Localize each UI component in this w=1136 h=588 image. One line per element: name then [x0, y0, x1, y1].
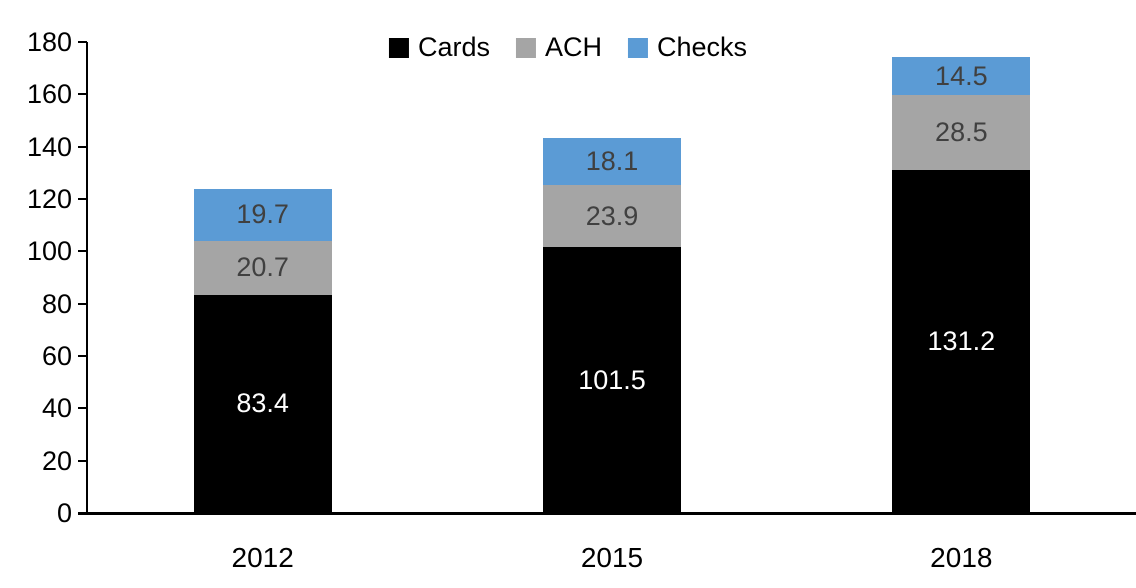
- data-label: 20.7: [236, 252, 289, 283]
- cards-swatch-icon: [388, 37, 409, 58]
- data-label: 101.5: [578, 364, 646, 395]
- y-tick-mark: [78, 407, 87, 410]
- y-tick-mark: [78, 302, 87, 305]
- y-tick-label: 60: [41, 341, 72, 371]
- y-tick-label: 140: [26, 131, 72, 162]
- x-axis-label-2015: 2015: [580, 542, 644, 573]
- y-tick-mark: [78, 459, 87, 462]
- bar-segment-checks-2018: 14.5: [892, 57, 1031, 96]
- legend-item-cards: Cards: [388, 32, 490, 62]
- bar-segment-checks-2012: 19.7: [193, 189, 332, 241]
- bar-segment-ach-2015: 23.9: [543, 184, 681, 248]
- chart-legend: Cards ACH Checks: [388, 32, 747, 62]
- data-label: 14.5: [935, 60, 988, 91]
- y-tick-mark: [78, 93, 87, 96]
- y-tick-label: 20: [41, 445, 72, 476]
- y-axis-line: [86, 42, 88, 514]
- x-axis-label-2018: 2018: [930, 542, 993, 573]
- x-axis-line: [78, 512, 1136, 515]
- y-tick-label: 0: [56, 498, 72, 528]
- data-label: 19.7: [236, 199, 289, 230]
- y-tick-mark: [78, 198, 87, 200]
- data-label: 83.4: [236, 388, 289, 419]
- y-tick-mark: [78, 41, 87, 43]
- y-tick-label: 80: [41, 288, 72, 319]
- legend-label-ach: ACH: [544, 32, 603, 62]
- bar-2015: 101.5 23.9 18.1: [543, 137, 681, 513]
- bar-segment-cards-2015: 101.5: [543, 247, 681, 513]
- data-label: 18.1: [585, 145, 639, 176]
- bar-segment-checks-2015: 18.1: [543, 137, 681, 185]
- legend-label-checks: Checks: [657, 32, 748, 62]
- y-tick-label: 160: [26, 79, 72, 110]
- legend-item-ach: ACH: [515, 32, 603, 62]
- x-axis-label-2012: 2012: [231, 542, 294, 573]
- bar-segment-cards-2012: 83.4: [193, 294, 332, 513]
- legend-item-checks: Checks: [628, 34, 747, 61]
- data-label: 131.2: [927, 325, 996, 356]
- y-tick-label: 180: [26, 27, 72, 57]
- checks-swatch-icon: [628, 37, 649, 58]
- y-tick-label: 120: [26, 184, 72, 214]
- y-tick-label: 40: [41, 393, 72, 424]
- bar-segment-ach-2018: 28.5: [892, 95, 1031, 170]
- legend-label-cards: Cards: [417, 32, 490, 62]
- y-tick-mark: [78, 250, 87, 253]
- y-tick-label: 100: [26, 236, 72, 267]
- bar-2018: 131.2 28.5 14.5: [892, 57, 1031, 513]
- bar-segment-cards-2018: 131.2: [892, 169, 1031, 513]
- y-tick-mark: [78, 145, 87, 148]
- data-label: 23.9: [585, 200, 639, 231]
- bar-segment-ach-2012: 20.7: [193, 240, 332, 295]
- ach-swatch-icon: [515, 37, 536, 58]
- y-tick-mark: [78, 355, 87, 357]
- bar-2012: 83.4 20.7 19.7: [193, 189, 332, 513]
- data-label: 28.5: [935, 116, 988, 147]
